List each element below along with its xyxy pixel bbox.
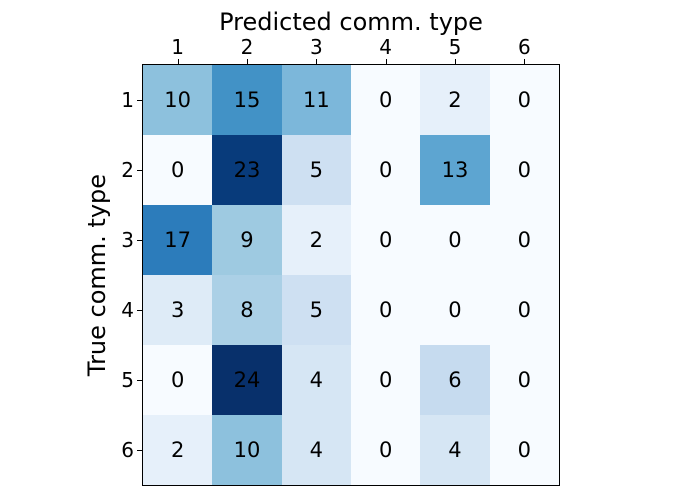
x-tick-mark — [247, 59, 248, 64]
x-tick-label: 5 — [448, 35, 462, 59]
matrix-cell: 0 — [489, 275, 559, 345]
matrix-cell: 4 — [281, 345, 351, 415]
matrix-cell: 8 — [212, 275, 282, 345]
x-tick-mark — [177, 59, 179, 64]
matrix-cell: 0 — [143, 135, 213, 205]
matrix-cell: 4 — [281, 415, 351, 485]
matrix-cell: 9 — [212, 205, 282, 275]
matrix-cell: 0 — [351, 135, 421, 205]
y-tick-label: 5 — [121, 368, 134, 392]
matrix-cell: 13 — [420, 135, 490, 205]
y-tick-label: 2 — [121, 158, 134, 182]
matrix-cell: 2 — [281, 205, 351, 275]
matrix-cell: 3 — [143, 275, 213, 345]
matrix-cell: 0 — [351, 275, 421, 345]
matrix-cell: 0 — [489, 205, 559, 275]
heatmap-grid: 10 15 11 0 2 0 0 23 5 0 13 0 17 9 2 0 0 0 3 8 5 0 0 0 0 24 4 0 6 0 2 10… — [142, 64, 560, 486]
matrix-cell: 0 — [420, 205, 490, 275]
y-tick-mark — [137, 170, 142, 171]
matrix-cell: 0 — [489, 415, 559, 485]
matrix-cell: 2 — [143, 415, 213, 485]
matrix-cell: 2 — [420, 65, 490, 135]
y-tick-label: 1 — [121, 88, 134, 112]
matrix-cell: 0 — [420, 275, 490, 345]
y-tick-mark — [137, 380, 142, 381]
y-tick-label: 6 — [121, 438, 134, 462]
matrix-cell: 0 — [489, 135, 559, 205]
x-tick-label: 4 — [379, 35, 393, 59]
x-tick-mark — [455, 59, 456, 64]
matrix-cell: 10 — [212, 415, 282, 485]
matrix-cell: 0 — [489, 65, 559, 135]
matrix-cell: 4 — [420, 415, 490, 485]
x-tick-label: 3 — [309, 35, 323, 59]
x-tick-label: 1 — [171, 35, 185, 59]
y-tick-mark — [137, 240, 142, 241]
matrix-cell: 0 — [143, 345, 213, 415]
x-tick-mark — [385, 59, 387, 64]
matrix-cell: 10 — [143, 65, 213, 135]
x-axis-label: Predicted comm. type — [219, 8, 483, 36]
y-tick-mark — [137, 310, 142, 311]
x-tick-label: 6 — [517, 35, 531, 59]
y-axis-label: True comm. type — [82, 173, 111, 377]
matrix-cell: 15 — [212, 65, 282, 135]
matrix-cell: 24 — [212, 345, 282, 415]
x-tick-label: 2 — [240, 35, 254, 59]
y-tick-mark — [137, 100, 142, 101]
y-tick-mark — [137, 450, 142, 451]
matrix-cell: 5 — [281, 275, 351, 345]
matrix-cell: 0 — [351, 205, 421, 275]
matrix-cell: 0 — [489, 345, 559, 415]
y-tick-label: 3 — [121, 228, 134, 252]
y-tick-label: 4 — [121, 298, 134, 322]
matrix-cell: 0 — [351, 65, 421, 135]
matrix-cell: 6 — [420, 345, 490, 415]
matrix-cell: 17 — [143, 205, 213, 275]
matrix-cell: 0 — [351, 415, 421, 485]
x-tick-mark — [316, 59, 318, 64]
matrix-cell: 23 — [212, 135, 282, 205]
matrix-cell: 11 — [281, 65, 351, 135]
matrix-cell: 5 — [281, 135, 351, 205]
matrix-cell: 0 — [351, 345, 421, 415]
x-tick-mark — [524, 59, 526, 64]
